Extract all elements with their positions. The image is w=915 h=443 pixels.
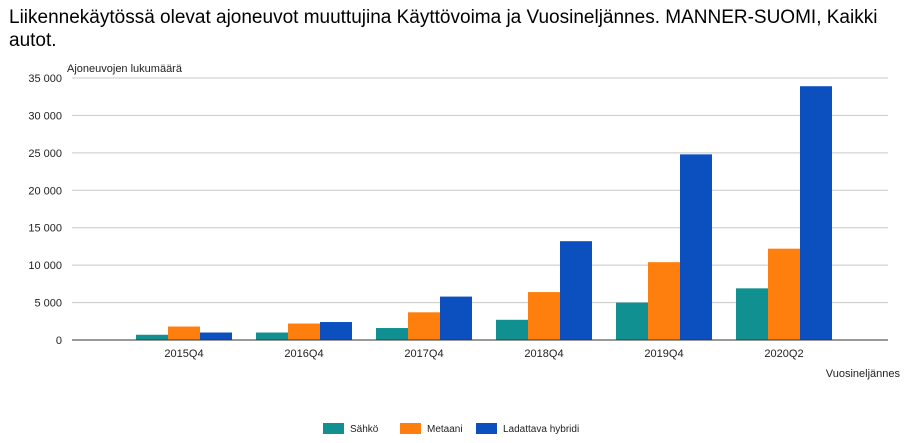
legend-label: Metaani — [427, 424, 463, 435]
x-tick-label: 2017Q4 — [404, 348, 443, 360]
x-tick-label: 2016Q4 — [284, 348, 323, 360]
legend-label: Sähkö — [350, 424, 379, 435]
bars — [136, 86, 832, 340]
bar-2016Q4-1 — [288, 323, 320, 340]
bar-2018Q4-2 — [560, 241, 592, 340]
bar-2016Q4-2 — [320, 322, 352, 340]
legend-swatch — [400, 423, 421, 434]
bar-2018Q4-1 — [528, 292, 560, 340]
y-axis-label: Ajoneuvojen lukumäärä — [67, 63, 183, 75]
bar-2020Q2-2 — [800, 86, 832, 340]
legend: Sähkö Metaani Ladattava hybridi — [323, 423, 579, 435]
bar-2017Q4-1 — [408, 312, 440, 340]
bar-2017Q4-0 — [376, 328, 408, 340]
bar-2016Q4-0 — [256, 332, 288, 340]
gridlines — [72, 77, 888, 304]
bar-2015Q4-2 — [200, 332, 232, 340]
bar-2018Q4-0 — [496, 319, 528, 340]
x-tick-label: 2015Q4 — [164, 348, 203, 360]
bar-2017Q4-2 — [440, 296, 472, 340]
bar-2015Q4-0 — [136, 334, 168, 340]
x-tick-label: 2020Q2 — [764, 348, 803, 360]
y-tick-label: 25 000 — [28, 148, 62, 160]
legend-swatch — [323, 423, 344, 434]
bar-2015Q4-1 — [168, 326, 200, 340]
chart-title: Liikennekäytössä olevat ajoneuvot muuttu… — [9, 7, 878, 51]
bar-2020Q2-0 — [736, 288, 768, 340]
y-tick-label: 20 000 — [28, 185, 62, 197]
bar-2019Q4-1 — [648, 262, 680, 340]
bar-2020Q2-1 — [768, 248, 800, 340]
y-tick-label: 15 000 — [28, 223, 62, 235]
y-axis-ticks: 0 5 000 10 000 15 000 20 000 25 000 30 000 35 0… — [28, 73, 62, 347]
bar-2019Q4-0 — [616, 302, 648, 340]
x-axis-label: Vuosineljännes — [826, 368, 901, 380]
y-tick-label: 0 — [56, 335, 62, 347]
y-tick-label: 35 000 — [28, 73, 62, 85]
y-tick-label: 30 000 — [28, 110, 62, 122]
x-tick-label: 2018Q4 — [524, 348, 563, 360]
x-axis-ticks: 2015Q4 2016Q4 2017Q4 2018Q4 2019Q4 2020Q2 — [164, 348, 803, 360]
bar-2019Q4-2 — [680, 154, 712, 340]
legend-swatch — [476, 423, 497, 434]
legend-label: Ladattava hybridi — [503, 424, 579, 435]
x-tick-label: 2019Q4 — [644, 348, 683, 360]
y-tick-label: 10 000 — [28, 260, 62, 272]
y-tick-label: 5 000 — [34, 298, 62, 310]
